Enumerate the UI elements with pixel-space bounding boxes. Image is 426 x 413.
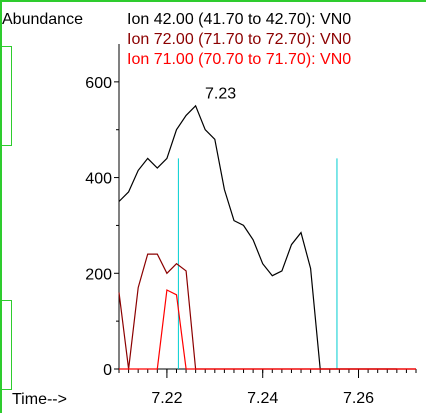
y-tick-label-3: 600 bbox=[85, 75, 112, 92]
x-tick-label-0: 7.22 bbox=[151, 390, 182, 407]
y-axis-label: Abundance bbox=[2, 11, 83, 28]
series-line-0 bbox=[118, 104, 397, 370]
side-panel-lower bbox=[0, 300, 12, 390]
x-tick-label-2: 7.26 bbox=[343, 390, 374, 407]
series-line-1 bbox=[118, 253, 416, 370]
series-line-2 bbox=[119, 289, 416, 370]
legend-entry-1: Ion 72.00 (71.70 to 72.70): VN0 bbox=[127, 31, 351, 48]
side-panel-upper bbox=[0, 46, 12, 146]
x-tick-label-1: 7.24 bbox=[247, 390, 278, 407]
legend-entry-0: Ion 42.00 (41.70 to 42.70): VN0 bbox=[127, 11, 351, 28]
peak-markers bbox=[177, 158, 338, 369]
x-axis-label: Time--> bbox=[12, 391, 67, 408]
y-tick-label-0: 0 bbox=[103, 362, 112, 379]
y-tick-label-2: 400 bbox=[85, 171, 112, 188]
peak-label-0: 7.23 bbox=[205, 86, 236, 103]
y-tick-label-1: 200 bbox=[85, 266, 112, 283]
axes: 0 200 400 600 7.22 7.24 7.26 bbox=[85, 44, 417, 407]
legend-entry-2: Ion 71.00 (70.70 to 71.70): VN0 bbox=[127, 51, 351, 68]
annotations: 7.23 bbox=[205, 86, 236, 103]
plot-area bbox=[118, 104, 416, 370]
legend: Ion 42.00 (41.70 to 42.70): VN0 Ion 72.00… bbox=[127, 11, 351, 68]
